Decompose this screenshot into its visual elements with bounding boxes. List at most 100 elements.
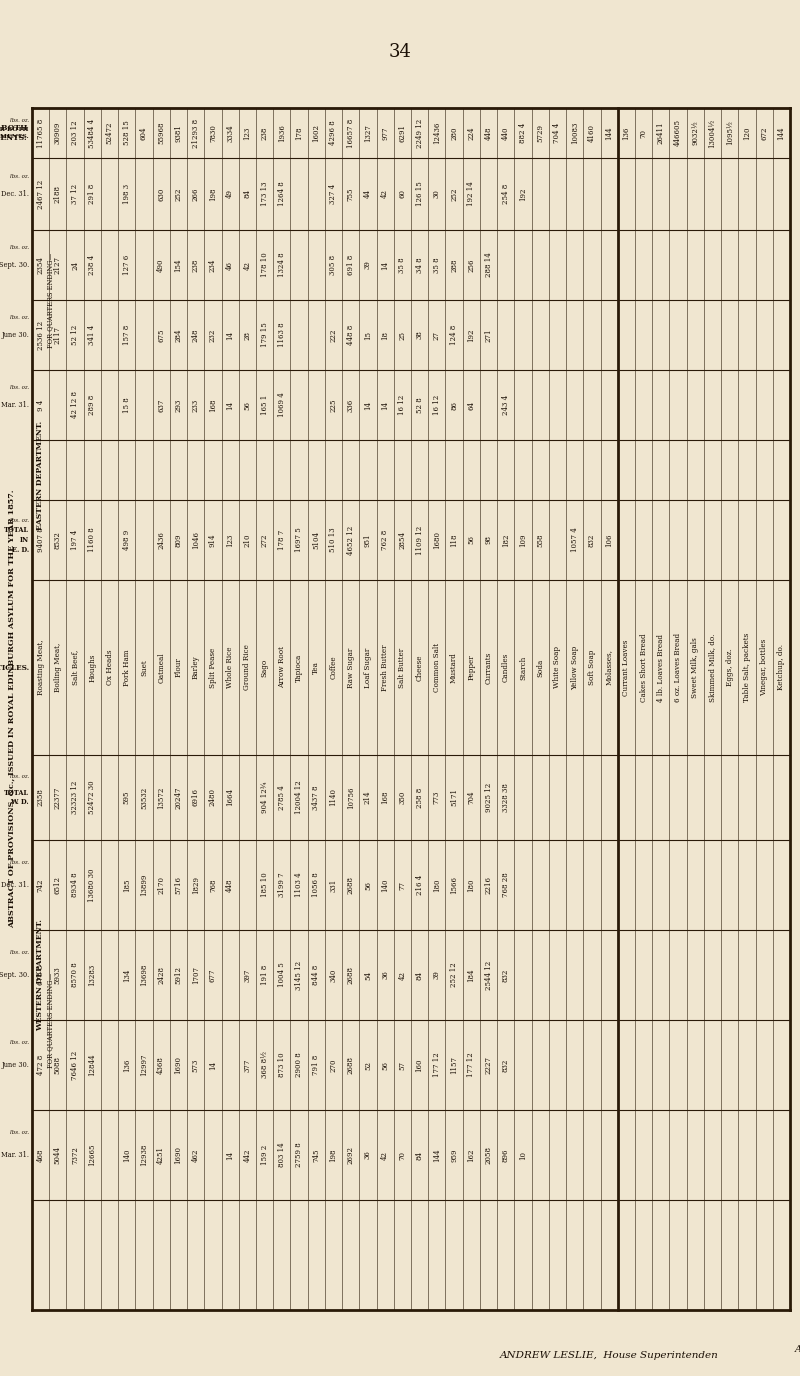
Text: Sept. 30.: Sept. 30. bbox=[0, 971, 29, 978]
Text: 136: 136 bbox=[622, 127, 630, 140]
Text: Suet: Suet bbox=[140, 659, 148, 676]
Text: 604: 604 bbox=[140, 127, 148, 140]
Text: 13283: 13283 bbox=[88, 963, 96, 987]
Text: 198: 198 bbox=[209, 187, 217, 201]
Text: 70: 70 bbox=[639, 128, 647, 138]
Text: 182: 182 bbox=[502, 534, 510, 546]
Text: 773: 773 bbox=[433, 791, 441, 804]
Text: 340: 340 bbox=[330, 969, 338, 981]
Text: 4296 8: 4296 8 bbox=[330, 121, 338, 146]
Text: 12004 12: 12004 12 bbox=[295, 780, 303, 815]
Text: 2170: 2170 bbox=[158, 877, 166, 894]
Text: 2436: 2436 bbox=[158, 531, 166, 549]
Text: Sweet Milk, gals: Sweet Milk, gals bbox=[691, 637, 699, 698]
Text: 3199 7: 3199 7 bbox=[278, 872, 286, 897]
Text: Pepper: Pepper bbox=[467, 655, 475, 680]
Text: 9 4: 9 4 bbox=[37, 399, 45, 410]
Text: Pork Ham: Pork Ham bbox=[122, 649, 130, 685]
Text: Molasses,: Molasses, bbox=[605, 649, 613, 685]
Text: 134: 134 bbox=[122, 969, 130, 981]
Text: 4251: 4251 bbox=[158, 1146, 166, 1164]
Text: ARTICLES.: ARTICLES. bbox=[0, 663, 29, 671]
Text: 14: 14 bbox=[226, 330, 234, 340]
Text: 27: 27 bbox=[433, 330, 441, 340]
Text: 809: 809 bbox=[174, 534, 182, 546]
Text: 490: 490 bbox=[158, 259, 166, 271]
Text: 191 8: 191 8 bbox=[261, 965, 269, 985]
Text: 630: 630 bbox=[158, 187, 166, 201]
Text: 192 14: 192 14 bbox=[467, 182, 475, 206]
Text: 252: 252 bbox=[450, 187, 458, 201]
Text: 368 8½: 368 8½ bbox=[261, 1051, 269, 1079]
Text: 1095½: 1095½ bbox=[726, 121, 734, 146]
Text: 12844: 12844 bbox=[88, 1054, 96, 1076]
Text: lbs. oz.: lbs. oz. bbox=[10, 949, 29, 955]
Text: 1004 5: 1004 5 bbox=[278, 963, 286, 988]
Text: ANDREW LESLIE,  House Superintenden: ANDREW LESLIE, House Superintenden bbox=[500, 1350, 718, 1359]
Text: Whole Rice: Whole Rice bbox=[226, 647, 234, 688]
Text: 10083: 10083 bbox=[570, 122, 578, 144]
Text: 30: 30 bbox=[433, 190, 441, 198]
Text: 1690: 1690 bbox=[174, 1055, 182, 1075]
Text: 2544 12: 2544 12 bbox=[485, 960, 493, 989]
Text: 448: 448 bbox=[485, 127, 493, 140]
Text: 10: 10 bbox=[519, 1150, 527, 1160]
Text: 64: 64 bbox=[467, 400, 475, 410]
Text: 234: 234 bbox=[209, 259, 217, 271]
Text: 1664: 1664 bbox=[226, 788, 234, 806]
Text: Flour: Flour bbox=[174, 658, 182, 677]
Text: 70: 70 bbox=[398, 1150, 406, 1160]
Text: 252: 252 bbox=[174, 187, 182, 201]
Text: 1264 8: 1264 8 bbox=[278, 182, 286, 206]
Text: Mustard: Mustard bbox=[450, 652, 458, 682]
Text: 1046: 1046 bbox=[192, 531, 200, 549]
Text: 791 8: 791 8 bbox=[312, 1055, 320, 1075]
Text: Cakes Short Bread: Cakes Short Bread bbox=[639, 633, 647, 702]
Text: 377: 377 bbox=[243, 1058, 251, 1072]
Text: lbs. oz.: lbs. oz. bbox=[10, 1130, 29, 1135]
Text: 180: 180 bbox=[433, 878, 441, 892]
Text: 1160 8: 1160 8 bbox=[88, 527, 96, 552]
Text: 185: 185 bbox=[122, 878, 130, 892]
Text: 2785 4: 2785 4 bbox=[278, 786, 286, 810]
Text: 1697 5: 1697 5 bbox=[295, 527, 303, 552]
Text: 248: 248 bbox=[192, 329, 200, 341]
Text: 258 8: 258 8 bbox=[416, 787, 424, 808]
Text: 36: 36 bbox=[381, 970, 389, 980]
Text: 595: 595 bbox=[122, 791, 130, 804]
Text: Salt Butter: Salt Butter bbox=[398, 648, 406, 688]
Text: lbs. oz.: lbs. oz. bbox=[10, 118, 29, 122]
Text: Loaf Sugar: Loaf Sugar bbox=[364, 647, 372, 688]
Text: 327 4: 327 4 bbox=[330, 184, 338, 204]
Text: 704: 704 bbox=[467, 791, 475, 804]
Text: 832: 832 bbox=[502, 1058, 510, 1072]
Text: Currant Loaves: Currant Loaves bbox=[622, 640, 630, 696]
Text: 39: 39 bbox=[364, 260, 372, 270]
Text: 2536 12: 2536 12 bbox=[37, 321, 45, 350]
Text: Sago: Sago bbox=[261, 658, 269, 677]
Text: 2358: 2358 bbox=[37, 788, 45, 806]
Text: 951: 951 bbox=[364, 534, 372, 546]
Text: Houghs: Houghs bbox=[88, 654, 96, 681]
Text: 3145 12: 3145 12 bbox=[295, 960, 303, 989]
Text: 225: 225 bbox=[330, 398, 338, 411]
Text: 177 12: 177 12 bbox=[433, 1053, 441, 1077]
Text: Soda: Soda bbox=[536, 658, 544, 677]
Text: ABSTRACT OF PROVISIONS, &c., ISSUED IN ROYAL EDINBURGH ASYLUM FOR THE YEAR 1857.: ABSTRACT OF PROVISIONS, &c., ISSUED IN R… bbox=[8, 490, 16, 929]
Text: 44: 44 bbox=[364, 190, 372, 198]
Text: Starch: Starch bbox=[519, 655, 527, 680]
Text: 11765 8: 11765 8 bbox=[37, 118, 45, 147]
Text: 106: 106 bbox=[605, 534, 613, 546]
Text: 214: 214 bbox=[364, 791, 372, 804]
Text: lbs. oz.: lbs. oz. bbox=[10, 315, 29, 321]
Text: 160: 160 bbox=[416, 1058, 424, 1072]
Text: 233: 233 bbox=[192, 399, 200, 411]
Text: 52 12: 52 12 bbox=[71, 325, 79, 345]
Text: 144: 144 bbox=[433, 1148, 441, 1161]
Text: 56: 56 bbox=[381, 1061, 389, 1069]
Text: 873 10: 873 10 bbox=[278, 1053, 286, 1077]
Text: 331: 331 bbox=[330, 878, 338, 892]
Text: 13899: 13899 bbox=[140, 874, 148, 896]
Text: 882 4: 882 4 bbox=[519, 122, 527, 143]
Text: Vinegar, bottles: Vinegar, bottles bbox=[760, 638, 768, 696]
